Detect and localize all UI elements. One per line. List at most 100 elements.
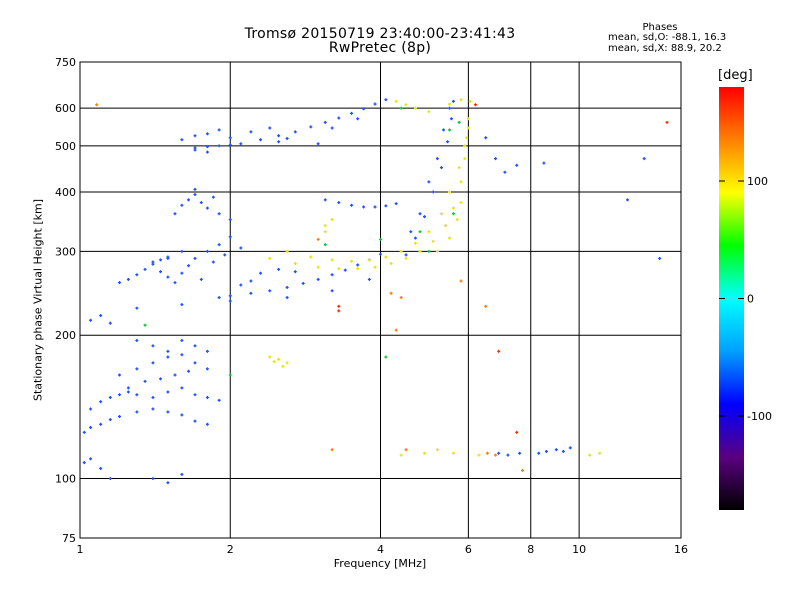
- echo-point: [166, 355, 170, 359]
- echo-point: [484, 136, 488, 140]
- echo-point: [166, 275, 170, 279]
- echo-point: [193, 148, 197, 152]
- echo-point: [89, 457, 93, 461]
- echo-point: [211, 195, 215, 199]
- echo-point: [285, 137, 289, 141]
- echo-point: [465, 136, 469, 140]
- echo-point: [442, 128, 446, 132]
- echo-point: [151, 344, 155, 348]
- echo-points: [82, 98, 669, 485]
- echo-point: [126, 390, 130, 394]
- echo-point: [399, 296, 403, 300]
- echo-point: [277, 134, 281, 138]
- echo-point: [173, 212, 177, 216]
- echo-point: [323, 243, 327, 247]
- echo-point: [520, 468, 524, 472]
- echo-point: [350, 259, 354, 263]
- echo-point: [135, 367, 139, 371]
- echo-point: [446, 140, 450, 144]
- echo-point: [211, 260, 215, 264]
- echo-point: [223, 253, 227, 257]
- echo-point: [455, 218, 459, 222]
- echo-point: [389, 291, 393, 295]
- echo-point: [217, 398, 221, 402]
- echo-point: [268, 289, 272, 293]
- y-tick-label: 75: [62, 532, 76, 545]
- echo-point: [384, 355, 388, 359]
- echo-point: [205, 145, 209, 149]
- echo-point: [323, 120, 327, 124]
- echo-point: [277, 357, 281, 361]
- colorbar-tick-label: 100: [747, 175, 768, 188]
- echo-point: [135, 273, 139, 277]
- echo-point: [99, 422, 103, 426]
- echo-point: [249, 291, 253, 295]
- echo-point: [466, 117, 470, 121]
- echo-point: [427, 230, 431, 234]
- echo-point: [108, 477, 112, 481]
- x-axis-ticks: 1 2 4 6 8 10 16: [77, 543, 689, 556]
- echo-point: [422, 215, 426, 219]
- echo-point: [409, 230, 413, 234]
- echo-point: [173, 281, 177, 285]
- echo-point: [494, 157, 498, 161]
- echo-point: [193, 344, 197, 348]
- echo-point: [379, 237, 382, 241]
- echo-point: [449, 117, 453, 121]
- echo-point: [151, 407, 155, 411]
- echo-point: [135, 410, 139, 414]
- echo-point: [463, 144, 467, 148]
- echo-point: [217, 243, 221, 247]
- x-axis-label: Frequency [MHz]: [333, 557, 427, 570]
- echo-point: [330, 218, 334, 222]
- echo-point: [193, 393, 197, 397]
- echo-point: [277, 267, 281, 271]
- colorbar-ticks: 100 0 -100: [719, 175, 772, 423]
- y-tick-label: 300: [55, 245, 76, 258]
- x-tick-label: 10: [572, 543, 586, 556]
- echo-point: [180, 271, 184, 275]
- echo-point: [337, 309, 341, 313]
- echo-point: [228, 235, 232, 239]
- echo-point: [293, 270, 297, 274]
- echo-point: [350, 111, 354, 115]
- colorbar-tick-label: 0: [747, 293, 754, 306]
- echo-point: [180, 386, 184, 390]
- echo-point: [485, 451, 489, 455]
- echo-point: [259, 138, 263, 142]
- echo-point: [544, 449, 548, 453]
- echo-point: [337, 267, 341, 271]
- echo-point: [418, 212, 422, 216]
- echo-point: [173, 373, 177, 377]
- echo-point: [166, 255, 170, 259]
- echo-point: [118, 281, 122, 285]
- echo-point: [166, 349, 170, 353]
- echo-point: [259, 271, 263, 275]
- echo-point: [316, 277, 320, 281]
- phases-x-stats: mean, sd,X: 88.9, 20.2: [608, 43, 722, 54]
- echo-point: [239, 246, 243, 250]
- echo-point: [309, 255, 313, 259]
- echo-point: [440, 166, 444, 170]
- echo-point: [384, 255, 388, 259]
- echo-point: [187, 264, 191, 268]
- echo-point: [99, 400, 103, 404]
- echo-point: [135, 306, 139, 310]
- echo-point: [431, 190, 435, 194]
- echo-point: [367, 258, 371, 262]
- echo-point: [249, 279, 253, 283]
- echo-point: [95, 103, 99, 107]
- phases-heading: Phases: [642, 22, 678, 33]
- echo-point: [399, 453, 403, 457]
- echo-point: [126, 386, 130, 390]
- echo-point: [399, 106, 403, 110]
- echo-point: [459, 279, 463, 283]
- echo-point: [404, 253, 408, 257]
- plot-frame: [79, 61, 682, 539]
- echo-point: [151, 477, 155, 481]
- echo-point: [272, 360, 276, 364]
- echo-point: [399, 249, 403, 253]
- echo-point: [217, 144, 221, 148]
- echo-point: [159, 377, 163, 381]
